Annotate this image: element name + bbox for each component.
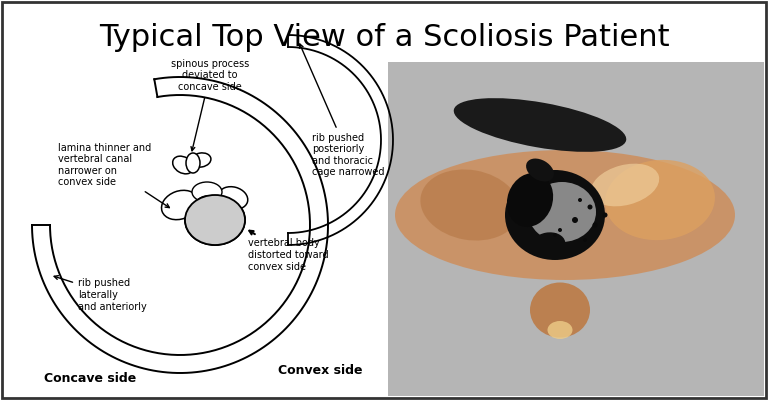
Text: spinous process
deviated to
concave side: spinous process deviated to concave side [170, 59, 249, 151]
Circle shape [603, 212, 607, 218]
Ellipse shape [528, 182, 596, 242]
Text: vertebral body
distorted toward
convex side: vertebral body distorted toward convex s… [248, 231, 329, 272]
Ellipse shape [192, 182, 222, 202]
Text: Typical Top View of a Scoliosis Patient: Typical Top View of a Scoliosis Patient [98, 24, 670, 52]
Ellipse shape [218, 187, 248, 209]
Circle shape [592, 222, 598, 228]
Text: lamina thinner and
vertebral canal
narrower on
convex side: lamina thinner and vertebral canal narro… [58, 143, 170, 208]
Bar [388, 62, 764, 396]
Circle shape [572, 217, 578, 223]
Ellipse shape [526, 158, 554, 182]
Ellipse shape [186, 153, 200, 173]
Ellipse shape [420, 170, 520, 240]
Ellipse shape [454, 98, 626, 152]
Ellipse shape [591, 164, 659, 206]
Ellipse shape [185, 195, 245, 245]
Ellipse shape [548, 321, 572, 339]
Circle shape [583, 238, 587, 242]
Ellipse shape [185, 195, 245, 245]
Text: rib pushed
laterally
and anteriorly: rib pushed laterally and anteriorly [54, 276, 147, 312]
Circle shape [553, 233, 557, 237]
Ellipse shape [530, 282, 590, 338]
Ellipse shape [170, 158, 250, 222]
Ellipse shape [505, 170, 605, 260]
Text: Concave side: Concave side [44, 372, 136, 384]
Text: Convex side: Convex side [278, 364, 362, 376]
Ellipse shape [173, 156, 194, 174]
Ellipse shape [193, 196, 221, 228]
Text: rib pushed
posteriorly
and thoracic
cage narrowed: rib pushed posteriorly and thoracic cage… [300, 44, 385, 178]
Ellipse shape [395, 150, 735, 280]
Circle shape [578, 198, 582, 202]
Ellipse shape [507, 173, 553, 227]
Ellipse shape [531, 232, 565, 258]
Circle shape [588, 204, 592, 210]
Ellipse shape [161, 190, 198, 220]
Ellipse shape [191, 153, 211, 167]
Ellipse shape [605, 160, 715, 240]
Circle shape [558, 228, 562, 232]
